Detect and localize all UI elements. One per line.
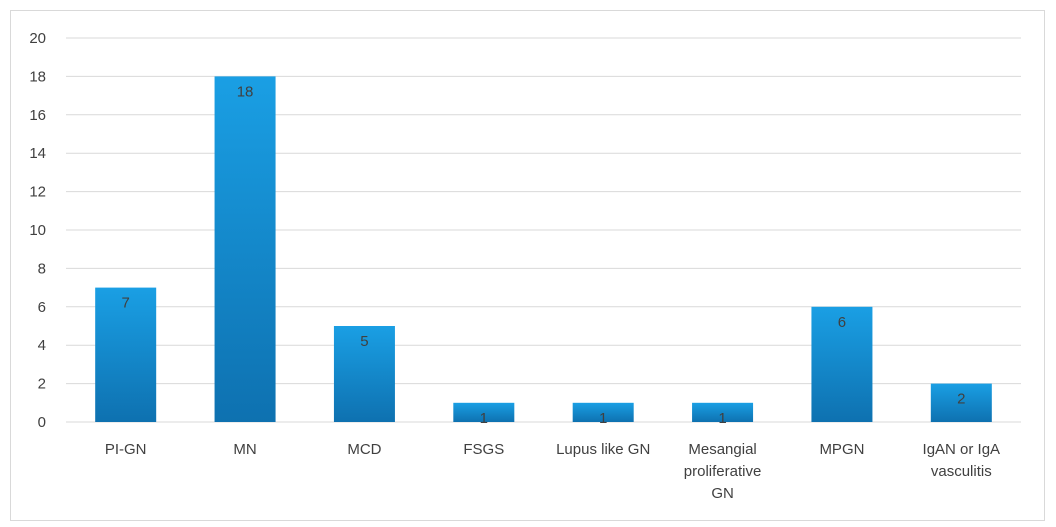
y-tick-label: 16 xyxy=(29,107,46,124)
y-tick-label: 10 xyxy=(29,222,46,239)
x-tick-label-line: MCD xyxy=(347,441,381,458)
x-tick-label: MCD xyxy=(347,441,381,458)
x-tick-label: MPGN xyxy=(819,441,864,458)
x-tick-label-line: FSGS xyxy=(463,441,504,458)
x-tick-label: Lupus like GN xyxy=(556,441,650,458)
data-label: 7 xyxy=(122,295,130,312)
bar xyxy=(95,287,157,422)
x-tick-label-line: vasculitis xyxy=(931,463,992,480)
bar xyxy=(692,402,754,422)
bar xyxy=(811,306,873,422)
x-tick-label-line: MPGN xyxy=(819,441,864,458)
bar xyxy=(333,326,395,422)
bars xyxy=(95,76,992,423)
x-tick-label-line: GN xyxy=(711,485,734,502)
data-label: 6 xyxy=(838,314,846,331)
y-tick-label: 6 xyxy=(38,299,46,316)
x-tick-label-line: Lupus like GN xyxy=(556,441,650,458)
data-label: 1 xyxy=(480,410,488,427)
y-tick-label: 12 xyxy=(29,184,46,201)
x-tick-label: PI-GN xyxy=(105,441,147,458)
y-tick-label: 2 xyxy=(38,376,46,393)
data-label: 18 xyxy=(237,83,254,100)
y-tick-label: 14 xyxy=(29,145,46,162)
data-label: 1 xyxy=(599,410,607,427)
x-tick-label-line: Mesangial xyxy=(688,441,756,458)
bar xyxy=(453,402,515,422)
y-tick-label: 18 xyxy=(29,68,46,85)
x-tick-label-line: proliferative xyxy=(684,463,762,480)
x-tick-label-line: PI-GN xyxy=(105,441,147,458)
bar xyxy=(930,383,992,422)
bar xyxy=(214,76,276,423)
gridlines xyxy=(66,37,1021,423)
x-tick-label-line: IgAN or IgA xyxy=(923,441,1001,458)
x-tick-label: MN xyxy=(233,441,256,458)
y-axis-ticks: 0 2 4 6 8 10 12 14 16 18 20 xyxy=(29,30,46,431)
y-tick-label: 0 xyxy=(38,414,46,431)
data-label: 5 xyxy=(360,333,368,350)
x-tick-label: IgAN or IgA vasculitis xyxy=(923,441,1001,480)
data-labels: 7 18 5 1 1 1 6 2 xyxy=(122,83,966,426)
data-label: 1 xyxy=(718,410,726,427)
bar xyxy=(572,402,634,422)
data-label: 2 xyxy=(957,391,965,408)
x-tick-label: Mesangial proliferative GN xyxy=(684,441,762,502)
chart-frame: 0 2 4 6 8 10 12 14 16 18 20 7 18 5 1 1 1 6 2 PI-GN MN MCD FS… xyxy=(10,10,1045,521)
y-tick-label: 20 xyxy=(29,30,46,47)
x-axis-ticks: PI-GN MN MCD FSGS Lupus like GN Mesangial prol… xyxy=(105,441,1000,502)
y-tick-label: 4 xyxy=(38,337,46,354)
x-tick-label: FSGS xyxy=(463,441,504,458)
x-tick-label-line: MN xyxy=(233,441,256,458)
y-tick-label: 8 xyxy=(38,260,46,277)
